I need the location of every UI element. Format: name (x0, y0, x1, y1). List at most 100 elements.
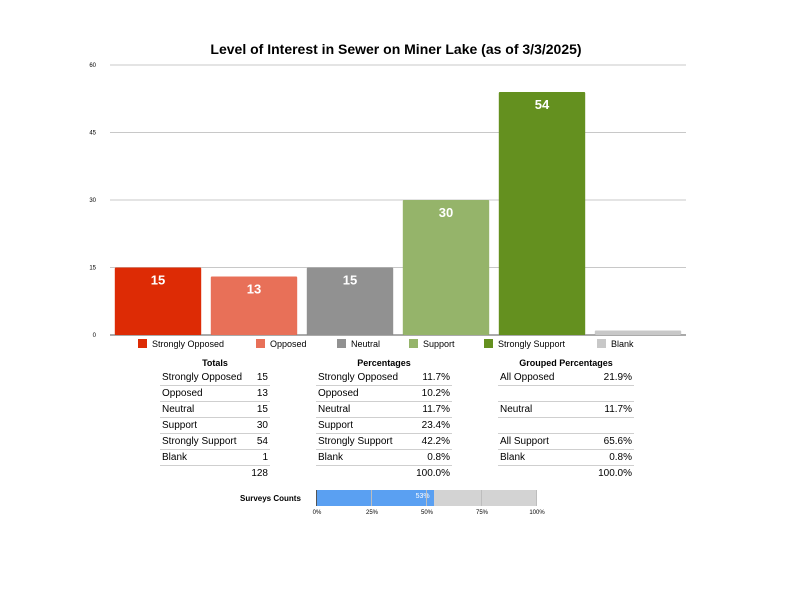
progress-gridline (426, 490, 427, 506)
totals-row: Opposed 13 (160, 386, 270, 402)
totals-row-value: 13 (256, 388, 268, 399)
percentages-row-label: Strongly Opposed (318, 372, 399, 383)
totals-row-value: 15 (256, 404, 268, 415)
totals-row: Support 30 (160, 418, 270, 434)
grouped-row-label: Neutral (500, 404, 533, 415)
grouped-row-label: All Opposed (500, 372, 555, 383)
bar (306, 267, 394, 335)
bar (210, 276, 298, 335)
totals-row-value: 15 (256, 372, 268, 383)
totals-row: Neutral 15 (160, 402, 270, 418)
percentages-row-label: Opposed (318, 388, 359, 399)
totals-row-label: Blank (162, 452, 188, 463)
totals-row-value: 54 (256, 436, 268, 447)
percentages-row-label: Blank (318, 452, 344, 463)
legend-swatch (256, 339, 265, 348)
percentages-row-value: 23.4% (421, 420, 450, 431)
progress-tick-label: 50% (420, 510, 434, 516)
percentages-row: Neutral 11.7% (316, 402, 452, 418)
percentages-row-label: Strongly Support (318, 436, 393, 447)
percentages-row-label: Support (318, 420, 354, 431)
bar (594, 330, 682, 335)
grouped-row-label: All Support (500, 436, 549, 447)
progress-gridline (371, 490, 372, 506)
percentages-row-value: 11.7% (422, 404, 450, 415)
y-tick-label: 45 (89, 131, 96, 137)
legend-swatch (337, 339, 346, 348)
grouped-row (498, 386, 634, 402)
y-tick-label: 0 (93, 333, 97, 339)
percentages-table: Percentages Strongly Opposed 11.7% Opposed… (316, 356, 452, 482)
percentages-row-label: Neutral (318, 404, 351, 415)
totals-total: 128 (251, 468, 268, 479)
progress-tick-label: 25% (365, 510, 379, 516)
y-tick-label: 60 (89, 63, 96, 69)
totals-row: Blank 1 (160, 450, 270, 466)
totals-row: Strongly Support 54 (160, 434, 270, 450)
grouped-row-value: 65.6% (603, 436, 632, 447)
y-tick-label: 30 (89, 198, 96, 204)
grouped-percentages-table: Grouped Percentages All Opposed 21.9% Neut… (498, 356, 634, 482)
surveys-progress: Surveys Counts 53% 0% 25% 50% 75% 100% (240, 490, 545, 530)
progress-fill: 53% (317, 490, 434, 506)
y-tick-label: 15 (89, 266, 96, 272)
totals-row: Strongly Opposed 15 (160, 370, 270, 386)
percentages-row-value: 42.2% (421, 436, 450, 447)
totals-row-label: Strongly Support (162, 436, 237, 447)
legend-swatch (138, 339, 147, 348)
legend-label: Opposed (270, 339, 307, 349)
grouped-row: All Opposed 21.9% (498, 370, 634, 386)
grouped-row: All Support 65.6% (498, 434, 634, 450)
bar-data-label: 30 (439, 205, 453, 220)
percentages-row: Support 23.4% (316, 418, 452, 434)
progress-gridline (481, 490, 482, 506)
bar-data-label: 15 (343, 273, 357, 288)
percentages-row: Blank 0.8% (316, 450, 452, 466)
legend-label: Support (423, 339, 455, 349)
percentages-row: Strongly Support 42.2% (316, 434, 452, 450)
grouped-total: 100.0% (598, 468, 632, 479)
grouped-row (498, 418, 634, 434)
legend-label: Strongly Support (498, 339, 566, 349)
totals-row-label: Neutral (162, 404, 195, 415)
grouped-row-label: Blank (500, 452, 526, 463)
legend-swatch (409, 339, 418, 348)
bar-data-label: 54 (535, 97, 550, 112)
grouped-percentages-title: Grouped Percentages (519, 358, 613, 368)
percentages-row-value: 0.8% (427, 452, 450, 463)
grouped-row-value: 11.7% (604, 404, 632, 415)
grouped-row: Blank 0.8% (498, 450, 634, 466)
bar-data-label: 13 (247, 282, 261, 297)
legend-swatch (597, 339, 606, 348)
chart-title: Level of Interest in Sewer on Miner Lake… (210, 41, 581, 57)
progress-tick-label: 75% (475, 510, 489, 516)
grouped-row-value: 0.8% (609, 452, 632, 463)
grouped-row-value: 21.9% (603, 372, 632, 383)
legend-label: Strongly Opposed (152, 339, 224, 349)
progress-tick-label: 100% (529, 510, 545, 516)
progress-value: 53% (415, 493, 430, 500)
progress-gridline (536, 490, 537, 506)
percentages-row: Opposed 10.2% (316, 386, 452, 402)
progress-tick-label: 0% (312, 510, 322, 516)
totals-row-label: Opposed (162, 388, 203, 399)
totals-row-label: Support (162, 420, 198, 431)
totals-table: Totals Strongly Opposed 15 Opposed 13 Neutra… (160, 356, 270, 482)
legend-swatch (484, 339, 493, 348)
bar-chart: Level of Interest in Sewer on Miner Lake… (89, 41, 686, 349)
percentages-row-value: 10.2% (421, 388, 450, 399)
bar-data-label: 15 (151, 273, 165, 288)
surveys-label: Surveys Counts (240, 494, 301, 503)
progress-track: 53% 0% 25% 50% 75% 100% (313, 490, 545, 516)
percentages-row: Strongly Opposed 11.7% (316, 370, 452, 386)
legend-label: Neutral (351, 339, 380, 349)
bar (114, 267, 202, 335)
totals-row-label: Strongly Opposed (162, 372, 243, 383)
totals-title: Totals (202, 358, 228, 368)
percentages-total: 100.0% (416, 468, 450, 479)
bar (498, 92, 586, 335)
percentages-title: Percentages (357, 358, 411, 368)
bar (402, 200, 490, 335)
legend-label: Blank (611, 339, 634, 349)
percentages-row-value: 11.7% (422, 372, 450, 383)
